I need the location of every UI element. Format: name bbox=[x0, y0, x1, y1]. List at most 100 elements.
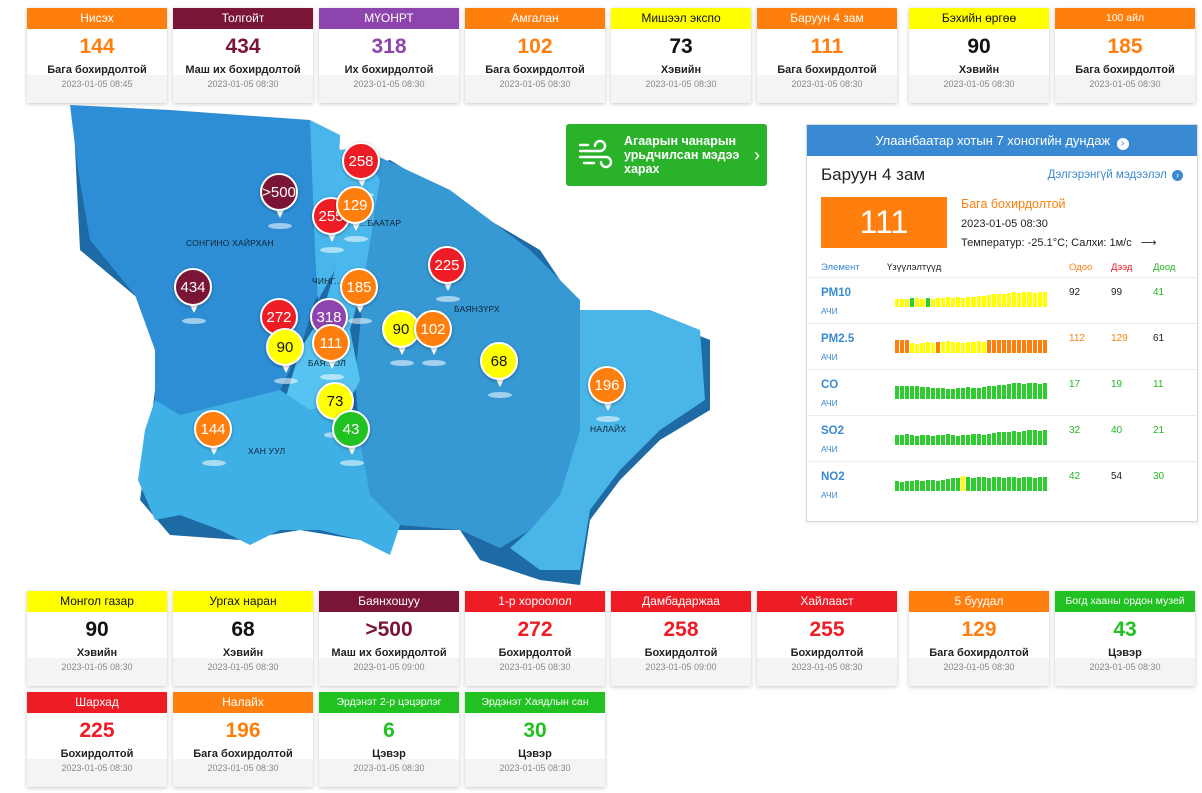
pollution-status: Цэвэр bbox=[372, 748, 406, 760]
station-card[interactable]: Дамбадаржаа 258 Бохирдолтой 2023-01-05 0… bbox=[611, 591, 751, 686]
sparkline-bar bbox=[900, 298, 905, 307]
pin-shadow bbox=[320, 374, 344, 380]
sparkline-bar bbox=[945, 341, 951, 353]
sparkline-bar bbox=[1007, 340, 1012, 353]
chevron-right-icon: › bbox=[754, 144, 760, 165]
pollutant-row[interactable]: SO2 АЧИ 32 40 21 bbox=[807, 415, 1197, 461]
sparkline-bar bbox=[971, 297, 976, 307]
station-card[interactable]: Баруун 4 зам 111 Бага бохирдолтой 2023-0… bbox=[757, 8, 897, 103]
map-station-pin[interactable]: 111 bbox=[312, 324, 354, 384]
pollutant-unit: АЧИ bbox=[821, 398, 838, 408]
sparkline-bar bbox=[1022, 476, 1027, 491]
more-info-link[interactable]: Дэлгэрэнгүй мэдээлэл › bbox=[1048, 169, 1183, 181]
station-card[interactable]: 5 буудал 129 Бага бохирдолтой 2023-01-05… bbox=[909, 591, 1049, 686]
sparkline-bar bbox=[895, 340, 900, 353]
sparkline-bar bbox=[1037, 340, 1042, 353]
sparkline-bar bbox=[1007, 476, 1012, 491]
sparkline-bar bbox=[935, 388, 940, 399]
sparkline-bar bbox=[925, 342, 930, 353]
aqi-value: 43 bbox=[1113, 618, 1137, 641]
timestamp: 2023-01-05 08:45 bbox=[61, 79, 133, 89]
timestamp: 2023-01-05 08:30 bbox=[791, 79, 863, 89]
sparkline-bar bbox=[951, 389, 956, 399]
station-card[interactable]: Бэхийн өргөө 90 Хэвийн 2023-01-05 08:30 bbox=[909, 8, 1049, 103]
station-card[interactable]: МҮОНРТ 318 Их бохирдолтой 2023-01-05 08:… bbox=[319, 8, 459, 103]
map-station-pin[interactable]: >500 bbox=[260, 173, 302, 233]
aqi-status: Бага бохирдолтой bbox=[961, 197, 1066, 211]
current-value: 32 bbox=[1069, 425, 1081, 436]
station-card[interactable]: 100 айл 185 Бага бохирдолтой 2023-01-05 … bbox=[1055, 8, 1195, 103]
map-station-pin[interactable]: 258 bbox=[342, 142, 384, 202]
station-card[interactable]: Мишээл экспо 73 Хэвийн 2023-01-05 08:30 bbox=[611, 8, 751, 103]
station-name: Богд хааны ордон музей bbox=[1055, 591, 1195, 612]
max-value: 40 bbox=[1111, 425, 1123, 436]
sparkline-bar bbox=[1017, 292, 1022, 307]
pin-aqi-label: 43 bbox=[332, 410, 370, 448]
sparkline-bar bbox=[981, 296, 986, 307]
forecast-label: Агаарын чанарын урьдчилсан мэдээ харах bbox=[624, 134, 740, 176]
station-card[interactable]: Ургах наран 68 Хэвийн 2023-01-05 08:30 bbox=[173, 591, 313, 686]
timestamp: 2023-01-05 08:30 bbox=[207, 662, 279, 672]
aqi-big-value: 111 bbox=[821, 197, 947, 248]
map-station-pin[interactable]: 102 bbox=[414, 310, 456, 370]
pollutant-row[interactable]: PM10 АЧИ 92 99 41 bbox=[807, 277, 1197, 323]
station-card[interactable]: Налайх 196 Бага бохирдолтой 2023-01-05 0… bbox=[173, 692, 313, 787]
weekly-average-header[interactable]: Улаанбаатар хотын 7 хоногийн дундаж › bbox=[807, 125, 1197, 156]
pin-aqi-label: 102 bbox=[414, 310, 452, 348]
station-name: Амгалан bbox=[465, 8, 605, 29]
max-value: 99 bbox=[1111, 287, 1123, 298]
sparkline-bar bbox=[961, 343, 966, 353]
sparkline-bar bbox=[1032, 429, 1037, 445]
pollution-status: Хэвийн bbox=[76, 647, 118, 659]
station-card[interactable]: Шархад 225 Бохирдолтой 2023-01-05 08:30 bbox=[27, 692, 167, 787]
station-card[interactable]: Баянхошуу >500 Маш их бохирдолтой 2023-0… bbox=[319, 591, 459, 686]
map-station-pin[interactable]: 434 bbox=[174, 268, 216, 328]
sparkline-bar bbox=[1007, 383, 1012, 399]
sparkline-bar bbox=[920, 298, 925, 307]
station-card[interactable]: Амгалан 102 Бага бохирдолтой 2023-01-05 … bbox=[465, 8, 605, 103]
pollutant-row[interactable]: NO2 АЧИ 42 54 30 bbox=[807, 461, 1197, 507]
pollutant-row[interactable]: CO АЧИ 17 19 11 bbox=[807, 369, 1197, 415]
sparkline-bar bbox=[925, 298, 930, 307]
station-card[interactable]: Эрдэнэт 2-р цэцэрлэг 6 Цэвэр 2023-01-05 … bbox=[319, 692, 459, 787]
map-station-pin[interactable]: 185 bbox=[340, 268, 382, 328]
pin-aqi-label: >500 bbox=[260, 173, 298, 211]
sparkline-bar bbox=[1027, 382, 1032, 399]
station-card[interactable]: Монгол газар 90 Хэвийн 2023-01-05 08:30 bbox=[27, 591, 167, 686]
map-station-pin[interactable]: 196 bbox=[588, 366, 630, 426]
sparkline-bar bbox=[905, 481, 910, 491]
sparkline-bar bbox=[925, 435, 930, 445]
station-card[interactable]: Эрдэнэт Хаядлын сан 30 Цэвэр 2023-01-05 … bbox=[465, 692, 605, 787]
map-station-pin[interactable]: 90 bbox=[266, 328, 308, 388]
pin-shadow bbox=[202, 460, 226, 466]
sparkline-bar bbox=[971, 434, 976, 445]
sparkline-bar bbox=[930, 343, 935, 353]
sparkline-bar bbox=[1027, 429, 1032, 445]
timestamp: 2023-01-05 08:30 bbox=[353, 79, 425, 89]
sparkline-bar bbox=[930, 436, 935, 445]
forecast-button[interactable]: Агаарын чанарын урьдчилсан мэдээ харах › bbox=[566, 124, 767, 186]
pin-aqi-label: 90 bbox=[266, 328, 304, 366]
map-station-pin[interactable]: 129 bbox=[336, 186, 378, 246]
station-card[interactable]: Толгойт 434 Маш их бохирдолтой 2023-01-0… bbox=[173, 8, 313, 103]
city-district-map[interactable]: СОНГИНО ХАЙРХАН ЧИНГ... ХАН УУЛ БАЯНЗҮРХ… bbox=[60, 100, 780, 595]
pollutant-row[interactable]: PM2.5 АЧИ 112 129 61 bbox=[807, 323, 1197, 369]
station-card[interactable]: 1-р хороолол 272 Бохирдолтой 2023-01-05 … bbox=[465, 591, 605, 686]
station-card[interactable]: Хайлааст 255 Бохирдолтой 2023-01-05 08:3… bbox=[757, 591, 897, 686]
sparkline-bar bbox=[1032, 292, 1037, 307]
map-station-pin[interactable]: 225 bbox=[428, 246, 470, 306]
pin-shadow bbox=[274, 378, 298, 384]
current-value: 112 bbox=[1069, 333, 1085, 344]
sparkline-bar bbox=[1042, 382, 1047, 399]
pollution-status: Маш их бохирдолтой bbox=[331, 647, 447, 659]
sparkline-bar bbox=[951, 435, 956, 445]
station-card[interactable]: Нисэх 144 Бага бохирдолтой 2023-01-05 08… bbox=[27, 8, 167, 103]
sparkline-bar bbox=[961, 298, 966, 307]
current-value: 92 bbox=[1069, 287, 1081, 298]
station-card[interactable]: Богд хааны ордон музей 43 Цэвэр 2023-01-… bbox=[1055, 591, 1195, 686]
map-station-pin[interactable]: 43 bbox=[332, 410, 374, 470]
map-station-pin[interactable]: 68 bbox=[480, 342, 522, 402]
max-value: 129 bbox=[1111, 333, 1128, 344]
sparkline-bar bbox=[1001, 339, 1007, 353]
map-station-pin[interactable]: 144 bbox=[194, 410, 236, 470]
